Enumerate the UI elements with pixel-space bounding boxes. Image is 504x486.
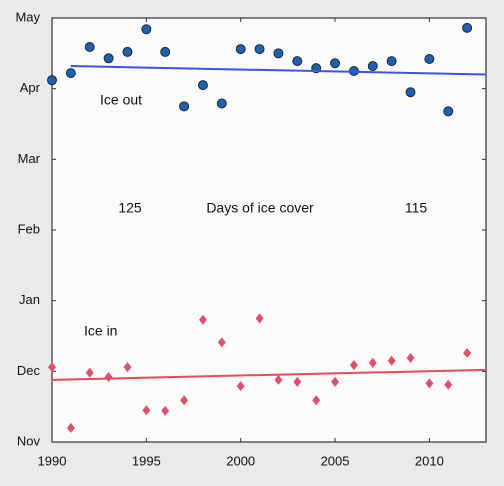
point (443, 106, 454, 117)
trend-line (70, 65, 487, 76)
point (216, 98, 227, 109)
point (65, 68, 76, 79)
point (406, 352, 415, 363)
point (273, 48, 284, 59)
point (48, 362, 56, 373)
annotation: Ice in (84, 323, 117, 339)
y-tick-label: Apr (20, 80, 41, 95)
point (425, 378, 434, 389)
point (331, 376, 340, 387)
point (292, 56, 303, 67)
annotation: Days of ice cover (206, 200, 314, 216)
point (197, 80, 208, 91)
point (368, 357, 377, 368)
x-tick-label: 1995 (132, 453, 161, 468)
point (405, 87, 416, 98)
point (274, 374, 283, 385)
point (255, 313, 264, 324)
trend-line (51, 368, 487, 381)
point (84, 41, 95, 52)
annotation: Ice out (100, 92, 142, 108)
point (180, 395, 189, 406)
point (330, 58, 341, 69)
point (293, 376, 302, 387)
point (123, 362, 132, 373)
x-tick-label: 1990 (38, 453, 67, 468)
point (386, 56, 397, 67)
point (141, 24, 152, 35)
point (179, 101, 190, 112)
point (161, 405, 170, 416)
point (349, 359, 358, 370)
point (424, 53, 435, 64)
point (160, 46, 171, 57)
point (85, 367, 94, 378)
y-tick-label: Jan (19, 292, 40, 307)
point (462, 22, 473, 33)
y-tick-label: Dec (17, 363, 41, 378)
point (142, 405, 151, 416)
point (217, 337, 226, 348)
point (198, 314, 207, 325)
annotation: 125 (118, 200, 142, 216)
x-tick-label: 2000 (226, 453, 255, 468)
point (47, 75, 57, 86)
point (235, 44, 246, 55)
point (444, 379, 453, 390)
point (312, 395, 321, 406)
point (236, 381, 245, 392)
point (463, 347, 472, 358)
point (254, 44, 265, 55)
point (122, 46, 133, 57)
annotation: 115 (405, 200, 428, 216)
y-tick-label: Nov (17, 433, 41, 448)
x-tick-label: 2005 (321, 453, 350, 468)
x-tick-label: 2010 (415, 453, 444, 468)
point (387, 355, 396, 366)
y-tick-label: Mar (18, 151, 41, 166)
y-tick-label: Feb (18, 221, 40, 236)
y-tick-label: May (15, 9, 40, 24)
point (103, 53, 114, 64)
point (66, 422, 75, 433)
point (367, 61, 378, 72)
